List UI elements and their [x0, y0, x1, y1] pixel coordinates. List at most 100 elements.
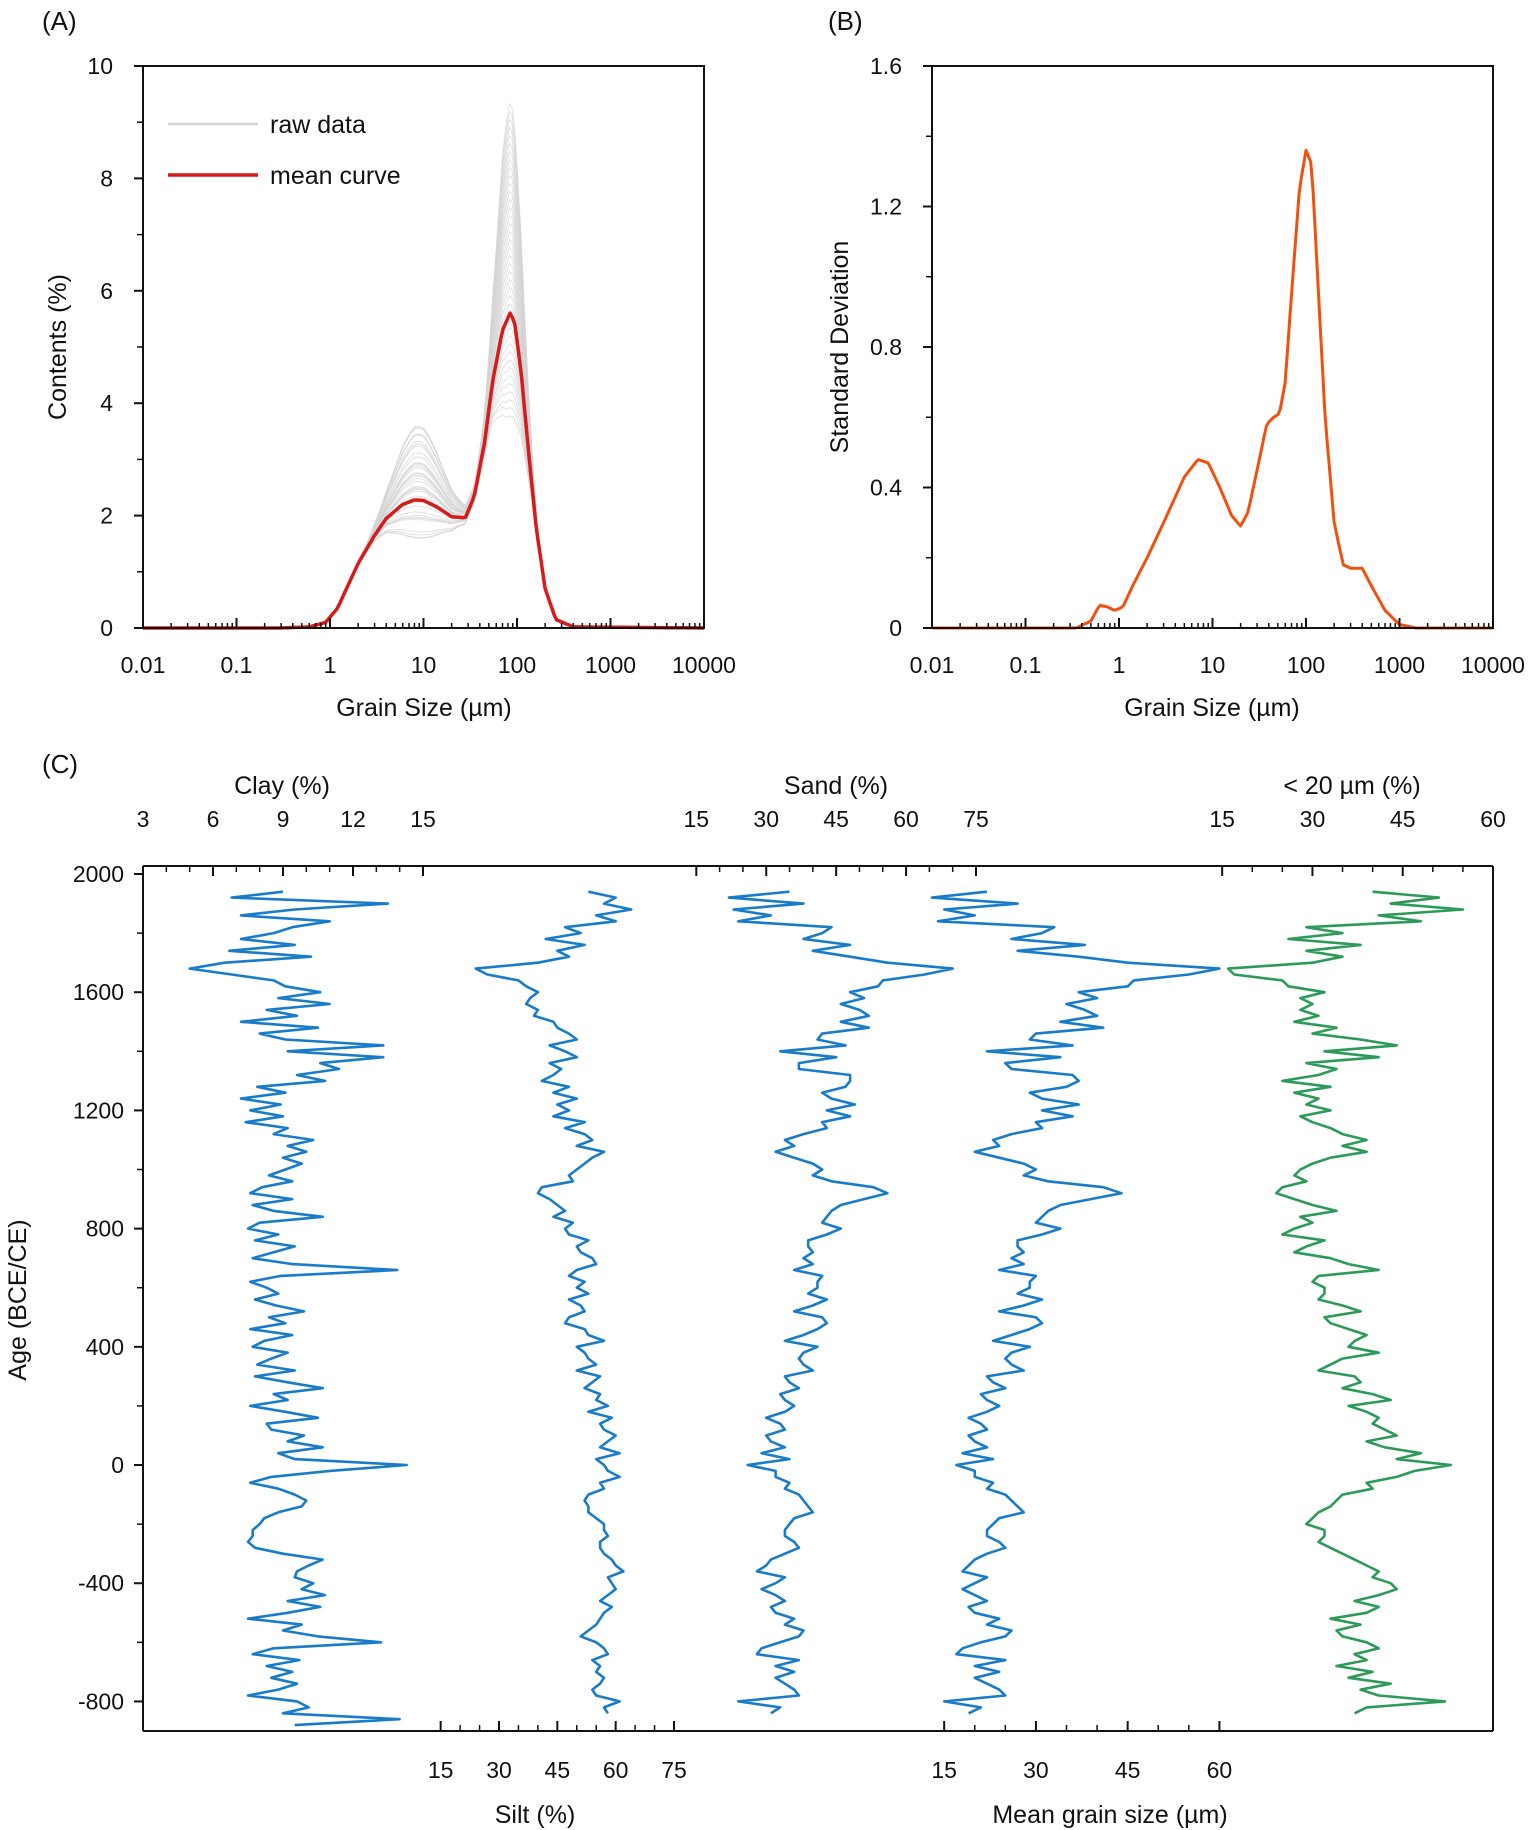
- panel-label-c: (C): [42, 749, 78, 779]
- panel-c-age-tick-label: 1600: [73, 979, 124, 1005]
- panel-b-y-tick-label: 0: [889, 615, 902, 641]
- track-silt-tick-label: 45: [545, 1757, 571, 1783]
- raw-data-line: [264, 246, 658, 629]
- raw-data-line: [264, 303, 658, 629]
- panel-c-age-tick-label: -400: [78, 1570, 124, 1596]
- track-lt20um-tick-label: 15: [1209, 806, 1235, 832]
- panel-a-x-axis-title: Grain Size (µm): [336, 694, 512, 722]
- panel-b-x-axis-title: Grain Size (µm): [1124, 694, 1300, 722]
- track-mean-grain-size-tick-label: 15: [931, 1757, 957, 1783]
- panel-c-tracks: [188, 890, 1465, 1727]
- panel-a-y-tick-label: 4: [100, 390, 113, 416]
- panel-a-y-axis-title: Contents (%): [44, 274, 72, 420]
- track-clay-tick-label: 15: [410, 806, 436, 832]
- track-silt-tick-label: 30: [486, 1757, 512, 1783]
- panel-a-x-tick-label: 10: [411, 652, 437, 678]
- panel-b-x-tick-label: 10: [1200, 652, 1226, 678]
- track-lt20um-line: [1226, 890, 1465, 1715]
- track-lt20um-tick-label: 45: [1390, 806, 1416, 832]
- raw-data-line: [264, 174, 658, 629]
- track-clay-tick-label: 12: [340, 806, 366, 832]
- panel-b-x-tick-label: 100: [1287, 652, 1325, 678]
- raw-data-line: [264, 214, 658, 629]
- panel-a-y-tick-label: 8: [100, 165, 113, 191]
- panel-a-y-tick-label: 10: [87, 53, 113, 79]
- track-lt20um-tick-label: 30: [1300, 806, 1326, 832]
- track-clay-tick-label: 3: [137, 806, 150, 832]
- raw-data-line: [264, 230, 658, 629]
- track-clay-line: [188, 890, 408, 1727]
- raw-data-line: [264, 118, 658, 629]
- panel-a-frame: [142, 65, 705, 629]
- track-mean-grain-size-title: Mean grain size (µm): [992, 1801, 1227, 1829]
- raw-data-line: [264, 279, 658, 629]
- panel-c-age-tick-label: -800: [78, 1688, 124, 1714]
- raw-data-line: [264, 150, 658, 629]
- track-sand-tick-label: 45: [823, 806, 849, 832]
- panel-a-y-tick-label: 6: [100, 278, 113, 304]
- panel-a-x-tick-label: 1000: [585, 652, 636, 678]
- track-lt20um-tick-label: 60: [1480, 806, 1506, 832]
- track-silt-title: Silt (%): [495, 1801, 576, 1829]
- track-mean-grain-size-tick-label: 30: [1023, 1757, 1049, 1783]
- panel-a-y-tick-label: 0: [100, 615, 113, 641]
- panel-b-y-tick-label: 0.8: [870, 334, 902, 360]
- panel-c-age-tick-label: 1200: [73, 1097, 124, 1123]
- panel-b-y-tick-label: 1.2: [870, 194, 902, 220]
- raw-data-line: [264, 238, 658, 629]
- panel-a-legend-raw-label: raw data: [270, 111, 366, 139]
- track-silt-tick-label: 15: [428, 1757, 454, 1783]
- panel-a-mean-curve: [143, 311, 704, 630]
- raw-data-line: [264, 399, 658, 629]
- panel-b-x-tick-label: 1000: [1374, 652, 1425, 678]
- panel-a-x-tick-label: 10000: [672, 652, 736, 678]
- track-clay-title: Clay (%): [234, 772, 330, 800]
- track-silt-tick-label: 75: [661, 1757, 687, 1783]
- track-clay-tick-label: 6: [207, 806, 220, 832]
- panel-b-chart: 0.01 0.1 1 10 100 1000 10000 0 0.4 0.8 1.2 1.6 Grai…: [826, 53, 1525, 722]
- panel-b-frame: [931, 65, 1494, 629]
- raw-data-line: [264, 159, 658, 629]
- raw-data-line: [264, 142, 658, 629]
- panel-c-track-axes: 3 6 9 12 15 15 30 45 60 75 15 30 45 60 75 15 30 45 60 15 30 4…: [137, 806, 1506, 1783]
- raw-data-line: [264, 126, 658, 629]
- panel-c-chart: -800 -400 0 400 800 1200 1600 2000 3 6 9 12 15 15 30 4…: [4, 772, 1506, 1829]
- panel-a-y-tick-label: 2: [100, 503, 113, 529]
- panel-b-y-tick-label: 1.6: [870, 53, 902, 79]
- track-silt-line: [474, 890, 633, 1715]
- raw-data-line: [264, 263, 658, 629]
- track-sand-tick-label: 60: [893, 806, 919, 832]
- panel-b-standard-deviation-curve: [932, 148, 1493, 630]
- track-sand-line: [727, 890, 954, 1715]
- track-sand-tick-label: 75: [963, 806, 989, 832]
- track-sand-title: Sand (%): [784, 772, 888, 800]
- track-silt-tick-label: 60: [603, 1757, 629, 1783]
- panel-a-chart: 0.01 0.1 1 10 100 1000 10000 0 2 4 6 8 10 raw data m…: [44, 53, 736, 722]
- raw-data-line: [264, 367, 658, 629]
- panel-label-a: (A): [42, 6, 77, 36]
- raw-data-line: [264, 359, 658, 629]
- track-mean-grain-size-line: [930, 890, 1221, 1715]
- raw-data-line: [264, 318, 658, 629]
- panel-c-age-tick-label: 800: [86, 1216, 124, 1242]
- raw-data-line: [264, 206, 658, 629]
- panel-b-y-tick-label: 0.4: [870, 475, 902, 501]
- raw-data-line: [264, 254, 658, 629]
- raw-data-line: [264, 166, 658, 629]
- raw-data-line: [264, 134, 658, 629]
- raw-data-line: [264, 311, 658, 629]
- panel-a-x-tick-label: 100: [498, 652, 536, 678]
- raw-data-line: [264, 327, 658, 629]
- panel-b-x-tick-label: 1: [1113, 652, 1126, 678]
- panel-b-ticks: 0.01 0.1 1 10 100 1000 10000 0 0.4 0.8 1.2 1.6: [870, 53, 1525, 678]
- raw-data-line: [264, 335, 658, 629]
- raw-data-line: [264, 198, 658, 629]
- panel-b-x-tick-label: 10000: [1461, 652, 1525, 678]
- track-sand-tick-label: 30: [753, 806, 779, 832]
- raw-data-line: [264, 270, 658, 629]
- panel-a-legend-mean-label: mean curve: [270, 162, 401, 190]
- track-sand-tick-label: 15: [684, 806, 710, 832]
- raw-data-line: [264, 286, 658, 629]
- track-clay-tick-label: 9: [277, 806, 290, 832]
- track-lt20um-title: < 20 µm (%): [1283, 772, 1420, 800]
